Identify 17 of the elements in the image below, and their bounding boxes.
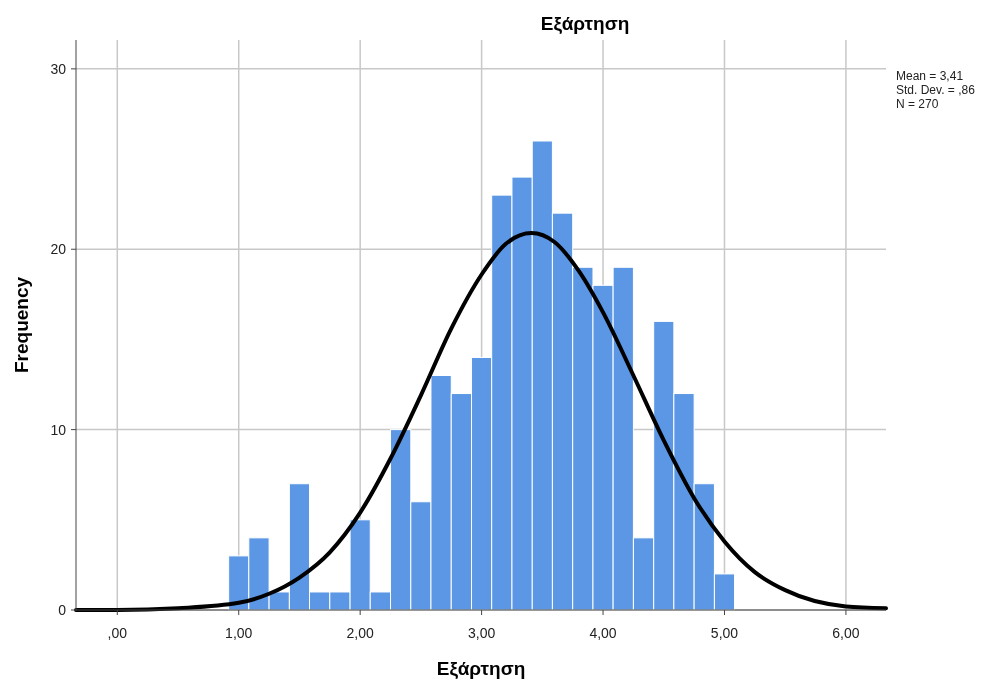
y-tick-label: 30	[50, 60, 67, 77]
y-tick-label: 20	[50, 241, 67, 258]
x-tick-label: 6,00	[832, 625, 860, 641]
text: Mean = 3,41	[896, 69, 964, 83]
x-tick-label: 1,00	[225, 625, 253, 641]
x-tick-label: 4,00	[589, 625, 617, 641]
y-tick-label: 0	[58, 602, 67, 618]
x-tick-label: 3,00	[467, 625, 496, 641]
text: N = 270	[896, 97, 939, 111]
y-tick-label: 10	[50, 421, 67, 438]
text: Std. Dev. = ,86	[896, 83, 976, 97]
chart-title: Εξάρτηση	[540, 13, 630, 35]
y-axis-title: Frequency	[11, 276, 32, 374]
x-tick-label: ,00	[107, 625, 128, 641]
x-axis-title: Εξάρτηση	[436, 658, 526, 680]
x-tick-label: 5,00	[710, 625, 739, 641]
x-tick-label: 2,00	[346, 625, 374, 641]
